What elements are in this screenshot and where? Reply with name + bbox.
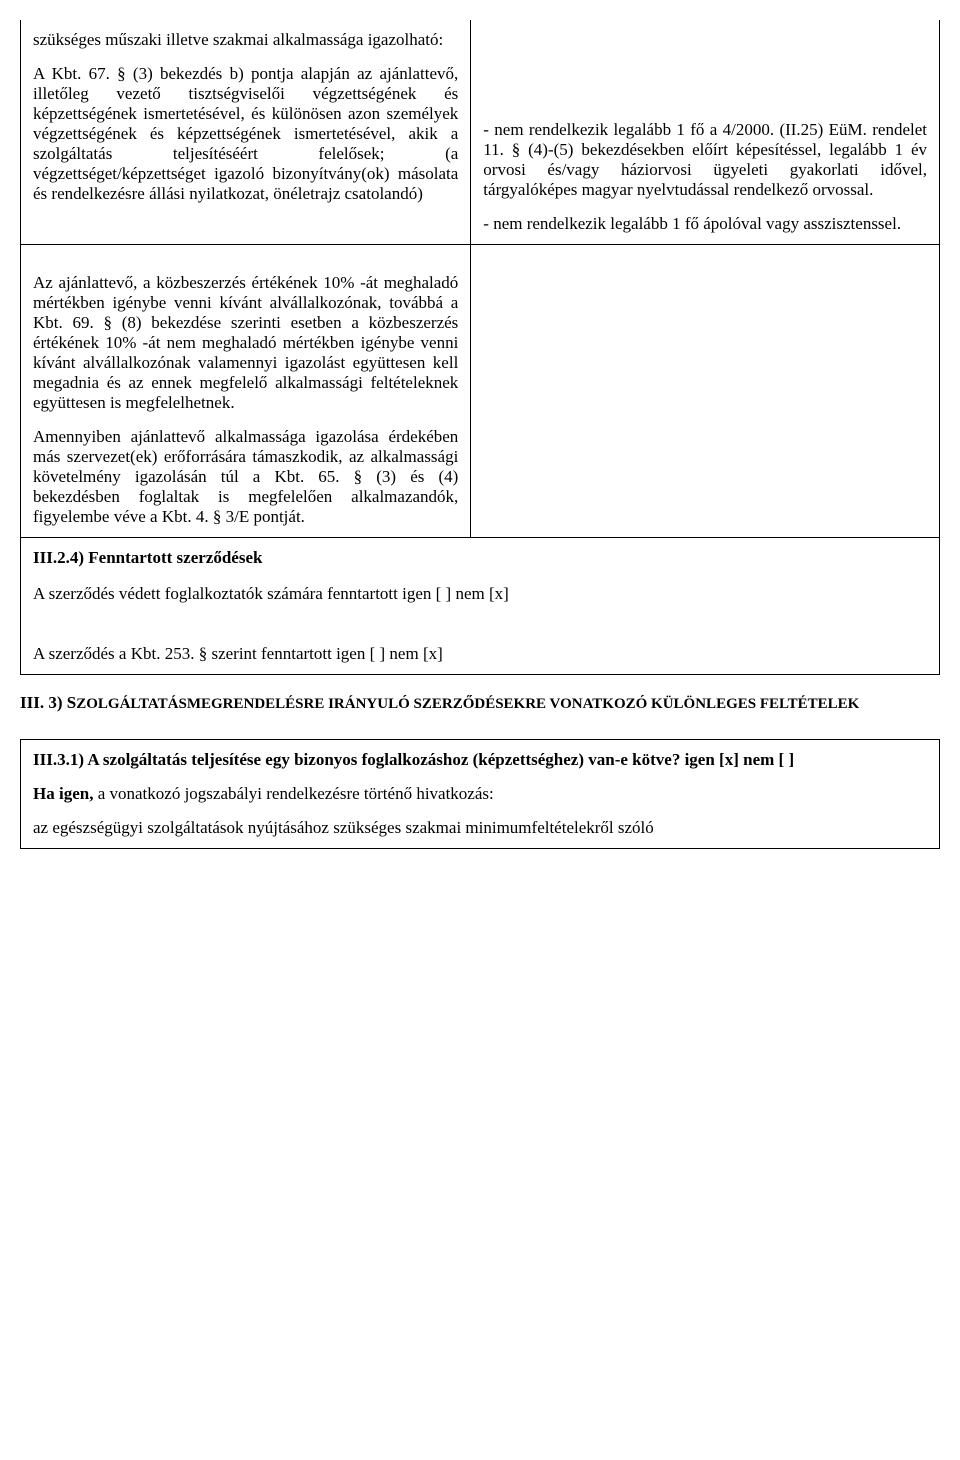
section3-heading: III. 3) Szolgáltatásmegrendelésre irányu… bbox=[20, 693, 940, 713]
r4-lead: Ha igen, a vonatkozó jogszabályi rendelk… bbox=[33, 784, 927, 804]
cell-r2-left: Az ajánlattevő, a közbeszerzés értékének… bbox=[21, 245, 471, 538]
section3-heading-a: III. 3) S bbox=[20, 693, 76, 712]
r4-lead-rest: a vonatkozó jogszabályi rendelkezésre tö… bbox=[93, 784, 493, 803]
r3-line1-text: A szerződés védett foglalkoztatók számár… bbox=[33, 584, 509, 603]
r1-right-p1: - nem rendelkezik legalább 1 fő a 4/2000… bbox=[483, 120, 927, 200]
r3-line2: A szerződés a Kbt. 253. § szerint fennta… bbox=[33, 644, 927, 664]
cell-r4: III.3.1) A szolgáltatás teljesítése egy … bbox=[21, 740, 940, 849]
document-table-2: III.3.1) A szolgáltatás teljesítése egy … bbox=[20, 739, 940, 849]
r2-left-p1: Az ajánlattevő, a közbeszerzés értékének… bbox=[33, 273, 458, 413]
cell-r3: III.2.4) Fenntartott szerződések A szerz… bbox=[21, 538, 940, 675]
cell-r1-right: - nem rendelkezik legalább 1 fő a 4/2000… bbox=[471, 20, 940, 245]
r3-line1: A szerződés védett foglalkoztatók számár… bbox=[33, 584, 927, 604]
r1-right-p2: - nem rendelkezik legalább 1 fő ápolóval… bbox=[483, 214, 927, 234]
r2-left-p2: Amennyiben ajánlattevő alkalmassága igaz… bbox=[33, 427, 458, 527]
r3-line2-text: A szerződés a Kbt. 253. § szerint fennta… bbox=[33, 644, 443, 663]
r1-left-p2: A Kbt. 67. § (3) bekezdés b) pontja alap… bbox=[33, 64, 458, 204]
r4-title: III.3.1) A szolgáltatás teljesítése egy … bbox=[33, 750, 927, 770]
section3-heading-b: zolgáltatásmegrendelésre irányuló szerző… bbox=[76, 696, 859, 712]
cell-r1-left: szükséges műszaki illetve szakmai alkalm… bbox=[21, 20, 471, 245]
document-table: szükséges műszaki illetve szakmai alkalm… bbox=[20, 20, 940, 675]
r4-lead-bold: Ha igen, bbox=[33, 784, 93, 803]
r3-title: III.2.4) Fenntartott szerződések bbox=[33, 548, 927, 568]
r4-p2: az egészségügyi szolgáltatások nyújtásáh… bbox=[33, 818, 927, 838]
r1-left-p1: szükséges műszaki illetve szakmai alkalm… bbox=[33, 30, 458, 50]
cell-r2-right bbox=[471, 245, 940, 538]
